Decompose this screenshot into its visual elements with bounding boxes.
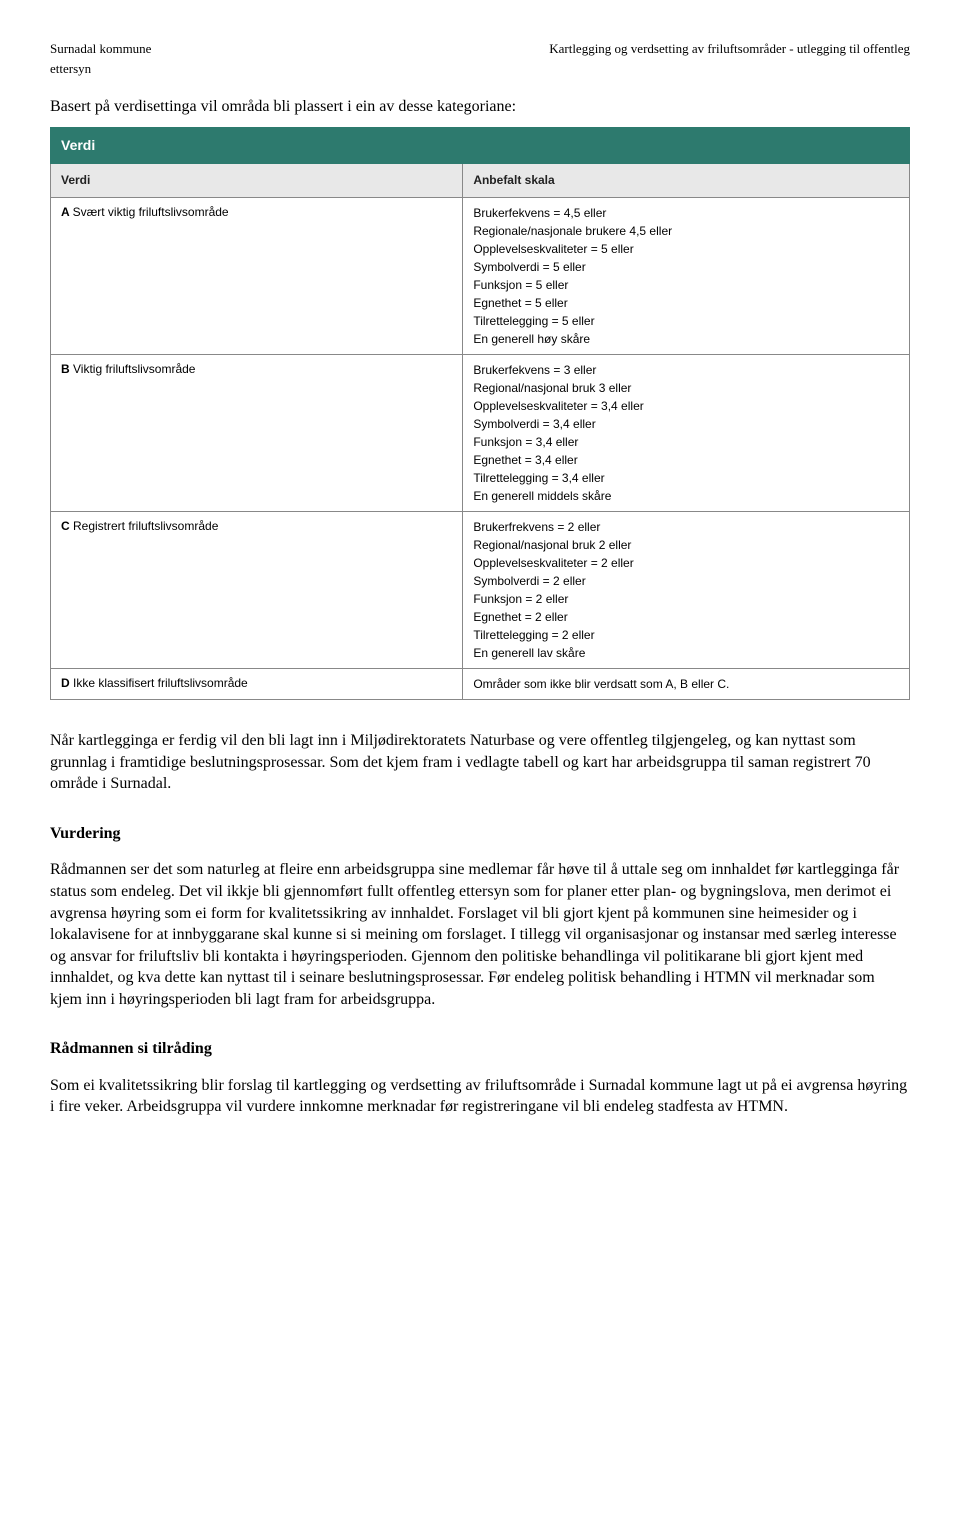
row-criteria-cell: Områder som ikke blir verdsatt som A, B … <box>463 669 910 700</box>
row-category-cell: C Registrert friluftslivsområde <box>51 512 463 669</box>
criteria-line: Tilrettelegging = 3,4 eller <box>473 469 899 487</box>
criteria-line: Tilrettelegging = 5 eller <box>473 312 899 330</box>
category-label: Viktig friluftslivsområde <box>73 362 195 376</box>
category-label: Registrert friluftslivsområde <box>73 519 218 533</box>
header-right: Kartlegging og verdsetting av friluftsom… <box>549 40 910 58</box>
criteria-line: Funksjon = 2 eller <box>473 590 899 608</box>
vurdering-heading: Vurdering <box>50 823 910 845</box>
verdi-table: Verdi Verdi Anbefalt skala A Svært vikti… <box>50 127 910 700</box>
intro-text: Basert på verdisettinga vil områda bli p… <box>50 96 910 118</box>
row-criteria-cell: Brukerfrekvens = 2 ellerRegional/nasjona… <box>463 512 910 669</box>
table-row: B Viktig friluftslivsområdeBrukerfekvens… <box>51 355 910 512</box>
col-header-skala: Anbefalt skala <box>463 164 910 198</box>
criteria-line: Symbolverdi = 5 eller <box>473 258 899 276</box>
category-code: B <box>61 362 73 376</box>
para-after-table: Når kartlegginga er ferdig vil den bli l… <box>50 730 910 795</box>
header-right-line1: Kartlegging og verdsetting av friluftsom… <box>549 41 910 56</box>
header-left-line1: Surnadal kommune <box>50 41 151 56</box>
criteria-line: Områder som ikke blir verdsatt som A, B … <box>473 675 899 693</box>
vurdering-body: Rådmannen ser det som naturleg at fleire… <box>50 859 910 1010</box>
criteria-line: Egnethet = 5 eller <box>473 294 899 312</box>
header-left: Surnadal kommune <box>50 40 151 58</box>
table-title-row: Verdi <box>51 127 910 164</box>
table-title: Verdi <box>51 127 910 164</box>
row-category-cell: A Svært viktig friluftslivsområde <box>51 198 463 355</box>
criteria-line: Tilrettelegging = 2 eller <box>473 626 899 644</box>
criteria-line: Symbolverdi = 2 eller <box>473 572 899 590</box>
category-code: D <box>61 676 73 690</box>
page-header: Surnadal kommune Kartlegging og verdsett… <box>50 40 910 58</box>
criteria-line: Regional/nasjonal bruk 3 eller <box>473 379 899 397</box>
row-criteria-cell: Brukerfekvens = 4,5 ellerRegionale/nasjo… <box>463 198 910 355</box>
table-header-row: Verdi Anbefalt skala <box>51 164 910 198</box>
criteria-line: Funksjon = 3,4 eller <box>473 433 899 451</box>
criteria-line: Regional/nasjonal bruk 2 eller <box>473 536 899 554</box>
criteria-line: Opplevelseskvaliteter = 5 eller <box>473 240 899 258</box>
criteria-line: Brukerfekvens = 3 eller <box>473 361 899 379</box>
col-header-verdi: Verdi <box>51 164 463 198</box>
category-code: C <box>61 519 73 533</box>
criteria-line: Brukerfrekvens = 2 eller <box>473 518 899 536</box>
criteria-line: Regionale/nasjonale brukere 4,5 eller <box>473 222 899 240</box>
criteria-line: Egnethet = 3,4 eller <box>473 451 899 469</box>
row-category-cell: D Ikke klassifisert friluftslivsområde <box>51 669 463 700</box>
criteria-line: Funksjon = 5 eller <box>473 276 899 294</box>
category-code: A <box>61 205 73 219</box>
criteria-line: Brukerfekvens = 4,5 eller <box>473 204 899 222</box>
criteria-line: Opplevelseskvaliteter = 2 eller <box>473 554 899 572</box>
criteria-line: Symbolverdi = 3,4 eller <box>473 415 899 433</box>
criteria-line: En generell høy skåre <box>473 330 899 348</box>
category-label: Ikke klassifisert friluftslivsområde <box>73 676 248 690</box>
criteria-line: Egnethet = 2 eller <box>473 608 899 626</box>
table-row: C Registrert friluftslivsområdeBrukerfre… <box>51 512 910 669</box>
criteria-line: En generell middels skåre <box>473 487 899 505</box>
row-criteria-cell: Brukerfekvens = 3 ellerRegional/nasjonal… <box>463 355 910 512</box>
tilrading-heading: Rådmannen si tilråding <box>50 1038 910 1060</box>
criteria-line: En generell lav skåre <box>473 644 899 662</box>
table-row: A Svært viktig friluftslivsområdeBrukerf… <box>51 198 910 355</box>
row-category-cell: B Viktig friluftslivsområde <box>51 355 463 512</box>
criteria-line: Opplevelseskvaliteter = 3,4 eller <box>473 397 899 415</box>
table-row: D Ikke klassifisert friluftslivsområde Om… <box>51 669 910 700</box>
header-left-line2: ettersyn <box>50 60 910 78</box>
category-label: Svært viktig friluftslivsområde <box>73 205 229 219</box>
tilrading-body: Som ei kvalitetssikring blir forslag til… <box>50 1075 910 1118</box>
